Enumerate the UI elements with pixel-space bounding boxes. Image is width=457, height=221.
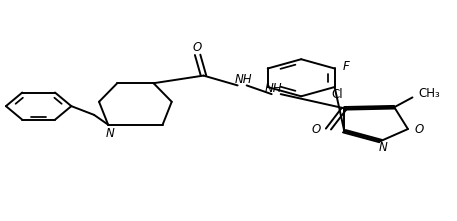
Text: N: N <box>106 127 115 140</box>
Text: N: N <box>378 141 388 154</box>
Text: O: O <box>311 123 320 135</box>
Text: O: O <box>193 41 202 54</box>
Text: CH₃: CH₃ <box>418 87 440 100</box>
Text: O: O <box>414 123 424 135</box>
Text: NH: NH <box>265 82 283 95</box>
Text: F: F <box>343 60 349 73</box>
Text: Cl: Cl <box>331 88 343 101</box>
Text: NH: NH <box>234 73 252 86</box>
